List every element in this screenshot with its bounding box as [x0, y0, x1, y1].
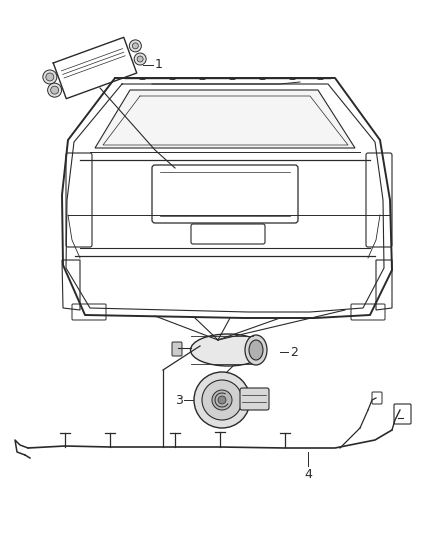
Text: 2: 2: [290, 345, 298, 359]
Circle shape: [132, 43, 138, 49]
Circle shape: [51, 86, 59, 94]
FancyBboxPatch shape: [172, 342, 182, 356]
Circle shape: [137, 56, 143, 62]
Ellipse shape: [245, 335, 267, 365]
Circle shape: [212, 390, 232, 410]
Circle shape: [43, 70, 57, 84]
Circle shape: [129, 40, 141, 52]
FancyBboxPatch shape: [240, 388, 269, 410]
Circle shape: [46, 73, 54, 81]
Circle shape: [218, 396, 226, 404]
Circle shape: [48, 83, 62, 97]
Text: 1: 1: [155, 59, 163, 71]
Circle shape: [134, 53, 146, 65]
Text: 4: 4: [304, 468, 312, 481]
Circle shape: [202, 380, 242, 420]
Circle shape: [194, 372, 250, 428]
Text: 3: 3: [175, 393, 183, 407]
Ellipse shape: [191, 334, 265, 366]
Polygon shape: [95, 90, 355, 148]
Ellipse shape: [249, 340, 263, 360]
